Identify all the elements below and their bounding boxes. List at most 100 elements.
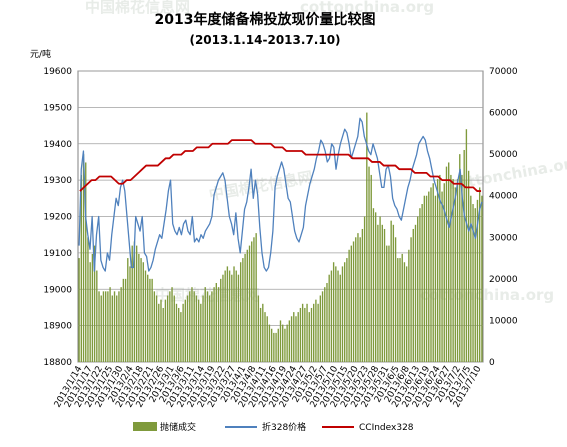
bar <box>160 299 162 362</box>
bar <box>459 154 461 362</box>
bar <box>377 224 379 362</box>
left-tick-label: 19300 <box>43 176 72 186</box>
bar <box>399 258 401 362</box>
bar <box>226 266 229 362</box>
bar <box>410 237 412 362</box>
legend-label: CCIndex328 <box>359 423 414 433</box>
bar <box>301 303 304 362</box>
legend: 抛储成交 折328价格 CCIndex328 <box>133 421 414 433</box>
bar <box>439 174 441 362</box>
bar <box>390 220 392 362</box>
ccindex-line <box>79 139 482 192</box>
bar <box>173 295 175 362</box>
bar <box>244 253 246 362</box>
bar <box>474 208 476 362</box>
bar <box>140 258 142 362</box>
bar <box>268 324 271 362</box>
bar <box>85 162 87 362</box>
left-tick-label: 19100 <box>43 249 72 259</box>
right-tick-label: 50000 <box>489 150 518 160</box>
bar <box>178 307 180 362</box>
bar <box>253 237 255 362</box>
bar <box>239 262 242 362</box>
bar <box>335 266 337 362</box>
bar <box>472 204 474 362</box>
bar <box>242 258 244 362</box>
bar <box>425 195 428 362</box>
bar <box>368 166 370 362</box>
right-tick-label: 0 <box>489 358 495 368</box>
bar <box>293 312 295 362</box>
bar <box>350 245 352 362</box>
bar <box>408 249 410 362</box>
bar <box>270 328 273 362</box>
right-tick-label: 40000 <box>489 192 518 202</box>
bar <box>478 187 481 362</box>
legend-label: 折328价格 <box>262 421 306 433</box>
bar <box>113 291 116 362</box>
right-tick-label: 10000 <box>489 316 518 326</box>
bar <box>135 245 138 362</box>
bar <box>419 208 421 362</box>
bar <box>120 287 122 362</box>
bar <box>328 274 330 362</box>
left-tick-label: 19500 <box>43 103 72 113</box>
bar <box>153 291 156 362</box>
bar <box>213 287 215 362</box>
bar <box>306 303 308 362</box>
bar <box>166 295 169 362</box>
bar <box>104 291 107 362</box>
bar <box>445 166 448 362</box>
bar <box>144 270 147 362</box>
bar <box>452 179 454 362</box>
bar <box>129 266 131 362</box>
bar <box>193 291 195 362</box>
bar <box>443 183 445 362</box>
bar <box>224 270 226 362</box>
bar <box>279 320 282 362</box>
line-series <box>78 117 483 272</box>
bar <box>430 187 432 362</box>
bar <box>80 174 82 362</box>
bar <box>417 216 419 362</box>
bar <box>397 258 399 362</box>
left-tick-label: 18800 <box>43 358 72 368</box>
bar <box>337 270 339 362</box>
bar <box>476 199 479 362</box>
bar <box>96 270 98 362</box>
bar <box>78 258 80 362</box>
bar <box>330 270 333 362</box>
bar <box>441 191 443 362</box>
chart-title: 2013年度储备棉投放现价量比较图 <box>155 11 376 28</box>
bar <box>386 245 388 362</box>
bar <box>434 195 437 362</box>
bar <box>237 274 240 362</box>
bar <box>275 332 277 362</box>
bar <box>432 183 434 362</box>
bar <box>127 258 129 362</box>
bar <box>355 237 357 362</box>
bar <box>197 299 200 362</box>
bar <box>319 295 322 362</box>
bar <box>180 312 182 362</box>
bar <box>308 312 310 362</box>
bar <box>436 179 439 362</box>
bar <box>321 291 324 362</box>
bar <box>142 262 144 362</box>
bar <box>341 266 344 362</box>
bar <box>481 195 483 362</box>
bar <box>346 258 348 362</box>
bar <box>401 253 403 362</box>
left-tick-label: 19600 <box>43 67 72 77</box>
bar <box>233 266 235 362</box>
watermark-text: cottonchina.org <box>300 0 434 16</box>
bar <box>310 307 313 362</box>
bar <box>206 291 209 362</box>
bar <box>204 287 206 362</box>
chart-subtitle: (2013.1.14-2013.7.10) <box>189 33 340 47</box>
price-line <box>78 117 483 272</box>
bar <box>222 274 224 362</box>
bar <box>202 295 204 362</box>
bar-series <box>78 112 483 362</box>
bar <box>324 287 326 362</box>
